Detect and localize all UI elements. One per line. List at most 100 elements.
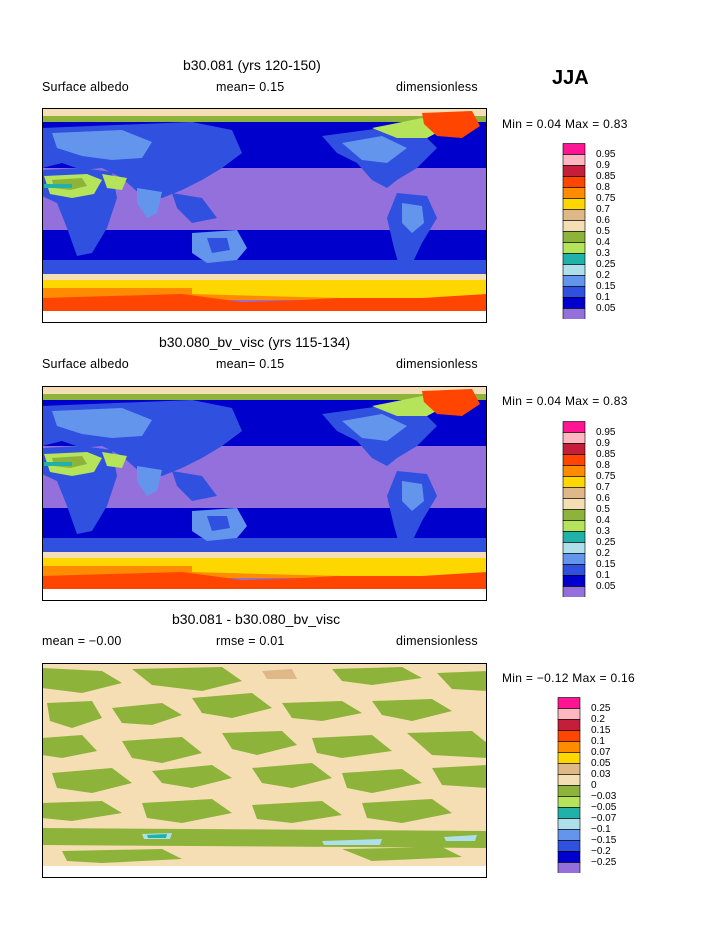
season-label: JJA <box>552 67 589 89</box>
colorbar-swatch <box>562 231 586 243</box>
colorbar-swatch <box>562 553 586 565</box>
colorbar-swatch <box>562 465 586 477</box>
colorbar-swatch <box>562 509 586 521</box>
legend-label: −0.03 <box>591 791 617 802</box>
colorbar-swatch <box>562 564 586 576</box>
colorbar-swatch <box>562 286 586 298</box>
colorbar-swatch <box>562 520 586 532</box>
legend-label: 0.8 <box>596 182 610 193</box>
legend-label: 0.25 <box>596 259 616 270</box>
colorbar-swatch <box>557 851 581 863</box>
colorbar-swatch <box>557 697 581 709</box>
colorbar-swatch <box>562 253 586 265</box>
colorbar-swatch <box>562 154 586 166</box>
colorbar-swatch <box>557 785 581 797</box>
panel-2-units: dimensionless <box>396 357 478 371</box>
colorbar-swatch <box>562 498 586 510</box>
panel-3-units: dimensionless <box>396 634 478 648</box>
legend-label: −0.15 <box>591 835 617 846</box>
colorbar-swatch <box>557 708 581 720</box>
legend-label: 0.85 <box>596 171 616 182</box>
legend-label: 0.9 <box>596 160 610 171</box>
legend-label: 0.1 <box>591 736 605 747</box>
panel-1-minmax: Min = 0.04 Max = 0.83 <box>502 117 628 131</box>
panel-2-colorbar-labels: 0.95 0.9 0.85 0.8 0.75 0.7 0.6 0.5 0.4 0… <box>596 428 636 598</box>
legend-label: 0.05 <box>591 758 611 769</box>
legend-label: 0.4 <box>596 237 610 248</box>
legend-label: 0.05 <box>596 303 616 314</box>
panel-1-map <box>42 108 487 323</box>
legend-label: −0.25 <box>591 857 617 868</box>
colorbar-swatch <box>557 774 581 786</box>
panel-3-minmax: Min = −0.12 Max = 0.16 <box>502 671 636 685</box>
legend-label: 0.4 <box>596 515 610 526</box>
legend-label: 0.75 <box>596 471 616 482</box>
legend-label: −0.1 <box>591 824 611 835</box>
colorbar-swatch <box>562 176 586 188</box>
colorbar-swatch <box>557 719 581 731</box>
panel-2-map <box>42 386 487 601</box>
legend-label: 0.5 <box>596 226 610 237</box>
legend-label: 0.85 <box>596 449 616 460</box>
legend-label: 0.03 <box>591 769 611 780</box>
legend-label: 0.15 <box>591 725 611 736</box>
panel-3-colorbar <box>557 697 581 873</box>
colorbar-swatch <box>562 575 586 587</box>
colorbar-swatch <box>562 209 586 221</box>
legend-label: 0.25 <box>596 537 616 548</box>
panel-3-title: b30.081 - b30.080_bv_visc <box>172 611 341 627</box>
colorbar-swatch <box>562 443 586 455</box>
colorbar-swatch <box>562 275 586 287</box>
panel-1-mean: mean= 0.15 <box>216 80 285 94</box>
legend-label: 0.7 <box>596 204 610 215</box>
legend-label: 0.2 <box>596 548 610 559</box>
legend-label: 0.5 <box>596 504 610 515</box>
colorbar-swatch <box>557 796 581 808</box>
legend-label: 0.95 <box>596 149 616 160</box>
colorbar-swatch <box>557 807 581 819</box>
legend-label: 0.07 <box>591 747 611 758</box>
legend-label: −0.2 <box>591 846 611 857</box>
legend-label: 0.15 <box>596 281 616 292</box>
colorbar-swatch <box>557 862 581 873</box>
colorbar-swatch <box>562 242 586 254</box>
panel-3-rmse: rmse = 0.01 <box>216 634 285 648</box>
legend-label: 0.6 <box>596 493 610 504</box>
legend-label: −0.07 <box>591 813 617 824</box>
panel-2-minmax: Min = 0.04 Max = 0.83 <box>502 394 628 408</box>
colorbar-swatch <box>557 752 581 764</box>
legend-label: 0.1 <box>596 570 610 581</box>
colorbar-swatch <box>562 586 586 597</box>
legend-label: 0.3 <box>596 526 610 537</box>
legend-label: 0.1 <box>596 292 610 303</box>
colorbar-swatch <box>562 531 586 543</box>
colorbar-swatch <box>557 829 581 841</box>
panel-1-title: b30.081 (yrs 120-150) <box>183 57 321 73</box>
colorbar-swatch <box>562 264 586 276</box>
legend-label: 0.8 <box>596 460 610 471</box>
colorbar-swatch <box>562 487 586 499</box>
panel-3-map <box>42 663 487 878</box>
colorbar-swatch <box>562 542 586 554</box>
legend-label: 0.05 <box>596 581 616 592</box>
colorbar-swatch <box>557 741 581 753</box>
panel-3-mean: mean = −0.00 <box>42 634 122 648</box>
legend-label: 0.2 <box>591 714 605 725</box>
colorbar-swatch <box>557 840 581 852</box>
colorbar-swatch <box>557 763 581 775</box>
panel-2-mean: mean= 0.15 <box>216 357 285 371</box>
panel-2-title: b30.080_bv_visc (yrs 115-134) <box>159 334 351 350</box>
legend-label: 0.25 <box>591 703 611 714</box>
panel-1-colorbar <box>562 143 586 319</box>
colorbar-swatch <box>562 432 586 444</box>
colorbar-swatch <box>562 421 586 433</box>
legend-label: 0.95 <box>596 427 616 438</box>
colorbar-swatch <box>562 198 586 210</box>
legend-label: 0.15 <box>596 559 616 570</box>
panel-1-units: dimensionless <box>396 80 478 94</box>
colorbar-swatch <box>562 454 586 466</box>
panel-1-colorbar-labels: 0.95 0.9 0.85 0.8 0.75 0.7 0.6 0.5 0.4 0… <box>596 150 636 320</box>
legend-label: −0.05 <box>591 802 617 813</box>
colorbar-swatch <box>562 476 586 488</box>
legend-label: 0.3 <box>596 248 610 259</box>
